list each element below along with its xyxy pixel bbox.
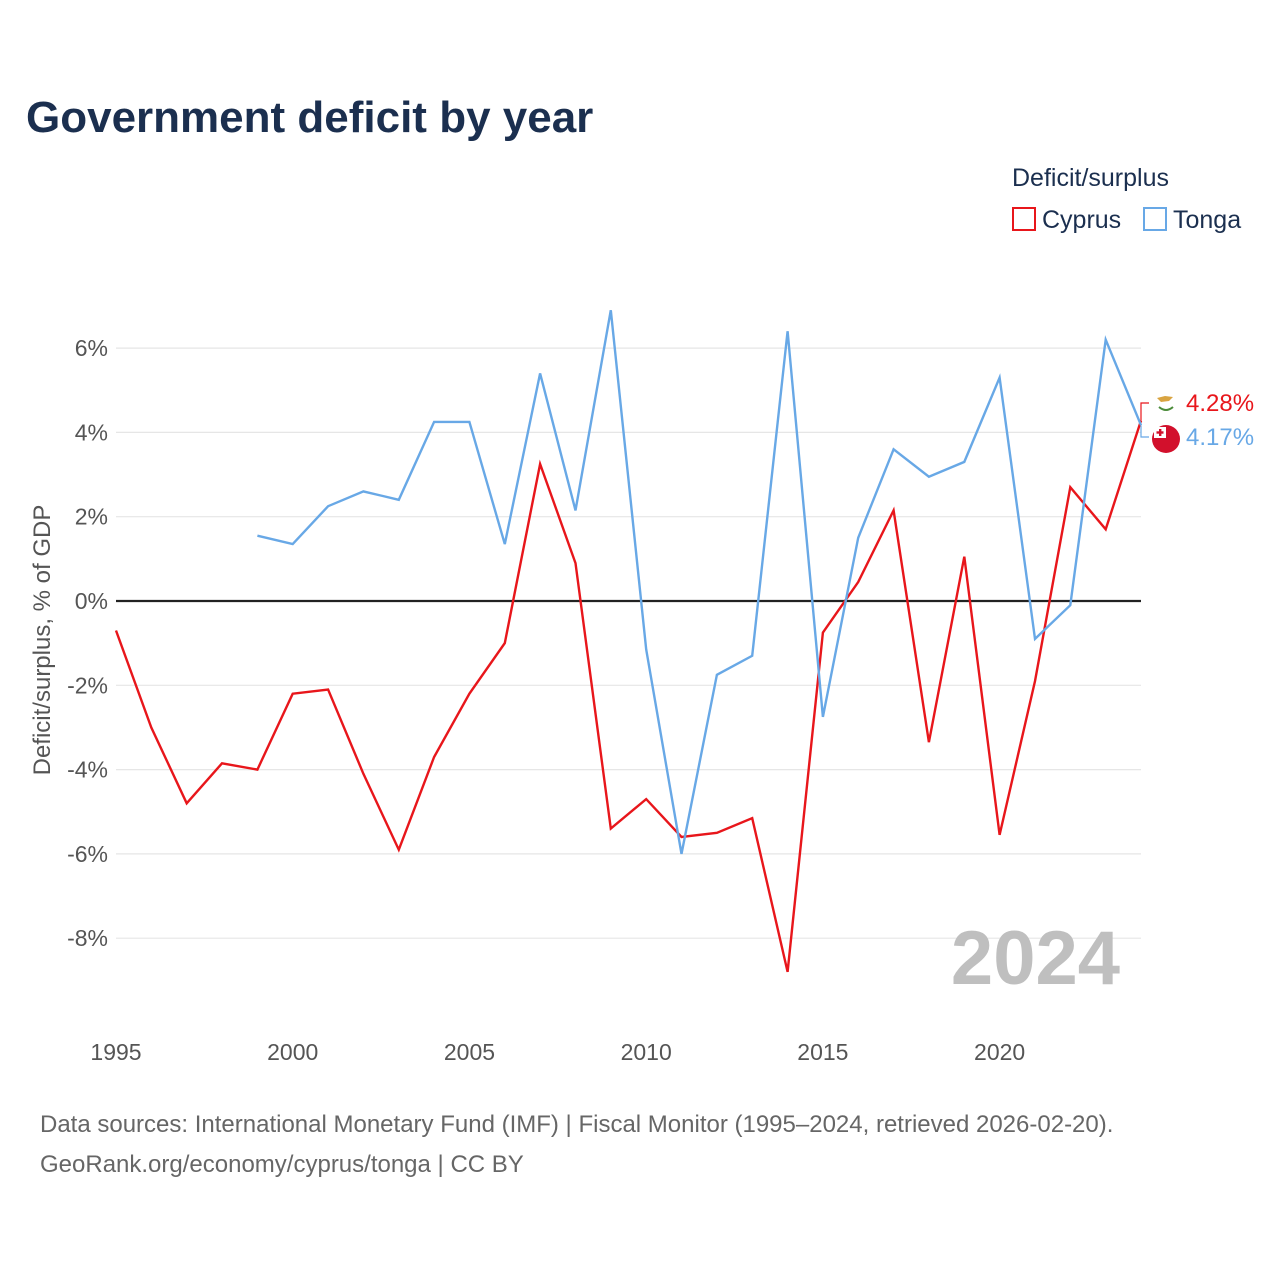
x-tick-label: 2015	[797, 1039, 848, 1065]
y-tick-label: -4%	[67, 757, 108, 783]
legend-title: Deficit/surplus	[1012, 164, 1169, 192]
gridlines	[116, 347, 1141, 939]
legend-label-tonga: Tonga	[1173, 206, 1241, 234]
y-axis-title: Deficit/surplus, % of GDP	[29, 505, 56, 776]
source-note: Data sources: International Monetary Fun…	[40, 1111, 1113, 1138]
x-tick-label: 1995	[90, 1039, 141, 1065]
legend-swatch-tonga	[1143, 207, 1167, 231]
x-tick-label: 2000	[267, 1039, 318, 1065]
year-annotation: 2024	[951, 916, 1120, 1001]
end-connector-cyprus	[1140, 402, 1149, 421]
cyprus-flag-icon	[1152, 389, 1180, 417]
tonga-flag-icon	[1152, 425, 1180, 453]
legend-swatch-cyprus	[1012, 207, 1036, 231]
legend-item-tonga[interactable]: Tonga	[1143, 206, 1241, 234]
y-tick-labels: -8% -6% -4% -2% 0% 2% 4% 6%	[67, 335, 108, 951]
x-tick-labels: 1995 2000 2005 2010 2015 2020	[90, 1039, 1025, 1065]
end-connector-tonga	[1140, 425, 1149, 438]
credit-note[interactable]: GeoRank.org/economy/cyprus/tonga | CC BY	[40, 1151, 524, 1178]
series-line-tonga[interactable]	[257, 309, 1143, 855]
legend-label-cyprus: Cyprus	[1042, 206, 1121, 234]
end-value-label-tonga: 4.17%	[1186, 424, 1254, 451]
x-tick-label: 2005	[444, 1039, 495, 1065]
y-tick-label: -6%	[67, 841, 108, 867]
x-tick-label: 2020	[974, 1039, 1025, 1065]
series-line-cyprus[interactable]	[114, 420, 1143, 973]
y-tick-label: 2%	[75, 504, 108, 530]
end-markers: 4.28% 4.17%	[1140, 389, 1254, 453]
legend: Deficit/surplus Cyprus Tonga	[1012, 164, 1241, 234]
y-tick-label: 0%	[75, 588, 108, 614]
y-tick-label: 4%	[75, 419, 108, 445]
y-tick-label: -8%	[67, 925, 108, 951]
chart-title: Government deficit by year	[26, 93, 593, 142]
y-tick-label: -2%	[67, 672, 108, 698]
legend-item-cyprus[interactable]: Cyprus	[1012, 206, 1121, 234]
y-tick-label: 6%	[75, 335, 108, 361]
series-lines	[114, 309, 1143, 973]
x-tick-label: 2010	[621, 1039, 672, 1065]
end-value-label-cyprus: 4.28%	[1186, 390, 1254, 417]
